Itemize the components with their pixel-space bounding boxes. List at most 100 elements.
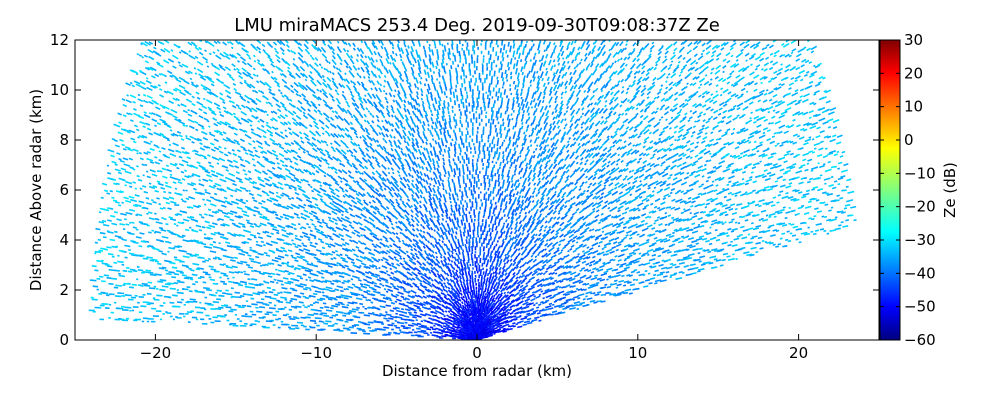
radar-return bbox=[600, 167, 606, 173]
radar-return bbox=[557, 311, 563, 314]
radar-return bbox=[526, 317, 532, 321]
radar-return bbox=[558, 239, 563, 243]
radar-return bbox=[423, 172, 427, 177]
radar-return bbox=[569, 215, 574, 220]
radar-return bbox=[452, 298, 458, 304]
radar-return bbox=[361, 152, 367, 158]
radar-return bbox=[628, 237, 633, 240]
radar-return bbox=[519, 176, 522, 180]
radar-return bbox=[607, 201, 613, 206]
radar-return bbox=[546, 196, 550, 201]
radar-return bbox=[291, 265, 295, 268]
radar-return bbox=[560, 118, 564, 124]
radar-return bbox=[340, 139, 346, 145]
radar-return bbox=[367, 306, 370, 309]
radar-return bbox=[360, 294, 364, 297]
radar-return bbox=[502, 57, 505, 62]
radar-return bbox=[589, 210, 596, 216]
radar-return bbox=[413, 203, 419, 210]
radar-return bbox=[448, 159, 451, 164]
radar-return bbox=[394, 148, 398, 153]
radar-return bbox=[453, 161, 456, 166]
radar-return bbox=[323, 314, 330, 317]
radar-return bbox=[510, 274, 516, 281]
radar-return bbox=[377, 258, 381, 262]
radar-return bbox=[538, 127, 543, 134]
radar-return bbox=[415, 212, 420, 218]
radar-return bbox=[462, 298, 467, 304]
radar-return bbox=[554, 109, 558, 113]
radar-return bbox=[536, 180, 541, 187]
radar-return bbox=[276, 237, 282, 241]
radar-return bbox=[419, 175, 423, 181]
radar-return bbox=[398, 246, 402, 249]
radar-return bbox=[544, 174, 550, 180]
radar-return bbox=[377, 200, 383, 206]
radar-return bbox=[505, 259, 510, 264]
radar-return bbox=[408, 290, 411, 293]
radar-return bbox=[631, 184, 636, 189]
radar-return bbox=[591, 146, 596, 151]
radar-return bbox=[407, 85, 413, 93]
radar-return bbox=[352, 81, 357, 86]
radar-return bbox=[375, 197, 382, 203]
radar-return bbox=[542, 308, 550, 312]
radar-return bbox=[408, 259, 416, 265]
radar-return bbox=[648, 258, 656, 262]
radar-return bbox=[328, 187, 335, 192]
radar-return bbox=[545, 282, 552, 287]
radar-return bbox=[580, 192, 585, 197]
radar-return bbox=[286, 205, 294, 210]
radar-return bbox=[293, 227, 297, 231]
radar-return bbox=[283, 291, 290, 294]
radar-return bbox=[530, 297, 536, 302]
radar-return bbox=[388, 304, 392, 307]
radar-return bbox=[512, 261, 517, 267]
radar-return bbox=[382, 137, 386, 141]
radar-return bbox=[425, 180, 429, 185]
radar-return bbox=[600, 94, 605, 99]
radar-return bbox=[538, 303, 542, 306]
radar-return bbox=[604, 137, 610, 144]
radar-return bbox=[394, 258, 400, 263]
radar-return bbox=[559, 81, 564, 88]
radar-return bbox=[500, 294, 507, 301]
radar-return bbox=[379, 250, 385, 255]
radar-return bbox=[639, 168, 645, 173]
radar-return bbox=[577, 297, 581, 300]
radar-return bbox=[481, 295, 484, 299]
radar-return bbox=[320, 312, 327, 315]
radar-return bbox=[558, 286, 562, 289]
radar-return bbox=[450, 204, 453, 208]
radar-return bbox=[441, 54, 445, 60]
radar-return bbox=[344, 189, 349, 193]
radar-return bbox=[425, 312, 432, 317]
radar-return bbox=[407, 100, 411, 106]
radar-return bbox=[460, 236, 464, 241]
radar-return bbox=[458, 226, 461, 229]
radar-return bbox=[609, 250, 616, 255]
radar-return bbox=[545, 115, 550, 120]
radar-return bbox=[460, 296, 464, 301]
radar-return bbox=[548, 225, 552, 229]
radar-return bbox=[503, 44, 506, 51]
radar-return bbox=[582, 230, 587, 234]
radar-return bbox=[465, 183, 468, 188]
radar-return bbox=[462, 69, 465, 77]
radar-return bbox=[612, 139, 618, 145]
radar-return bbox=[323, 288, 330, 291]
radar-return bbox=[355, 196, 362, 202]
radar-return bbox=[340, 149, 347, 155]
radar-return bbox=[509, 258, 513, 262]
radar-return bbox=[293, 268, 297, 271]
radar-return bbox=[385, 296, 392, 300]
radar-return bbox=[540, 224, 544, 229]
radar-return bbox=[508, 136, 512, 141]
radar-return bbox=[364, 271, 370, 275]
radar-return bbox=[375, 180, 381, 186]
radar-return bbox=[528, 286, 536, 291]
radar-return bbox=[456, 193, 459, 198]
radar-return bbox=[406, 198, 411, 202]
radar-return bbox=[616, 270, 624, 275]
radar-return bbox=[428, 58, 432, 65]
